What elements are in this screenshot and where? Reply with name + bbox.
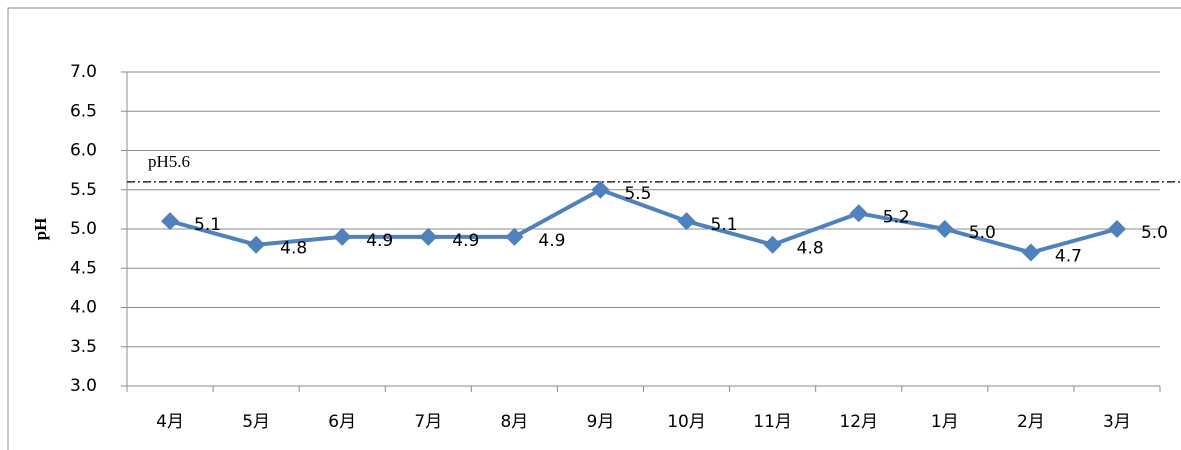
series-line — [169, 187, 1118, 255]
data-label: 5.1 — [194, 215, 221, 235]
y-tick-label: 3.5 — [70, 337, 97, 357]
x-tick-label: 12月 — [839, 412, 878, 432]
y-tick-label: 6.0 — [70, 141, 97, 161]
data-label: 4.9 — [366, 231, 393, 251]
x-tick-label: 6月 — [328, 412, 356, 432]
y-tick-label: 4.0 — [70, 298, 97, 318]
reference-label: pH5.6 — [148, 152, 190, 171]
data-label: 5.0 — [1141, 223, 1168, 243]
x-tick-label: 7月 — [414, 412, 442, 432]
y-tick-label: 5.0 — [70, 219, 97, 239]
x-tick-label: 11月 — [753, 412, 792, 432]
x-tick-label: 1月 — [931, 412, 959, 432]
data-label: 4.9 — [538, 231, 565, 251]
y-tick-label: 7.0 — [70, 62, 97, 82]
marker — [161, 212, 180, 231]
marker — [333, 227, 352, 246]
marker — [247, 235, 266, 254]
data-label: 5.0 — [969, 223, 996, 243]
y-tick-label: 3.0 — [70, 376, 97, 396]
x-tick-label: 10月 — [667, 412, 706, 432]
data-label: 5.1 — [711, 215, 738, 235]
marker — [1021, 243, 1040, 262]
y-tick-label: 4.5 — [70, 258, 97, 278]
marker — [505, 227, 524, 246]
y-tick-label: 5.5 — [70, 180, 97, 200]
marker — [935, 220, 954, 238]
marker — [1107, 220, 1126, 238]
data-label: 4.7 — [1055, 247, 1082, 267]
marker — [763, 235, 782, 254]
x-tick-label: 4月 — [156, 412, 184, 432]
data-label: 5.2 — [883, 207, 910, 227]
data-label: 5.5 — [624, 184, 651, 204]
x-tick-label: 5月 — [242, 412, 270, 432]
chart-frame — [7, 7, 1181, 450]
marker — [419, 227, 438, 246]
y-tick-label: 6.5 — [70, 101, 97, 121]
data-label: 4.8 — [797, 239, 824, 259]
x-tick-label: 2月 — [1017, 412, 1045, 432]
marker — [677, 212, 696, 231]
y-axis-label: pH — [31, 218, 50, 241]
x-tick-label: 9月 — [587, 412, 615, 432]
data-label: 4.9 — [452, 231, 479, 251]
x-tick-label: 3月 — [1103, 412, 1131, 432]
x-tick-label: 8月 — [500, 412, 528, 432]
data-label: 4.8 — [280, 239, 307, 259]
marker — [591, 180, 610, 199]
marker — [849, 204, 868, 223]
